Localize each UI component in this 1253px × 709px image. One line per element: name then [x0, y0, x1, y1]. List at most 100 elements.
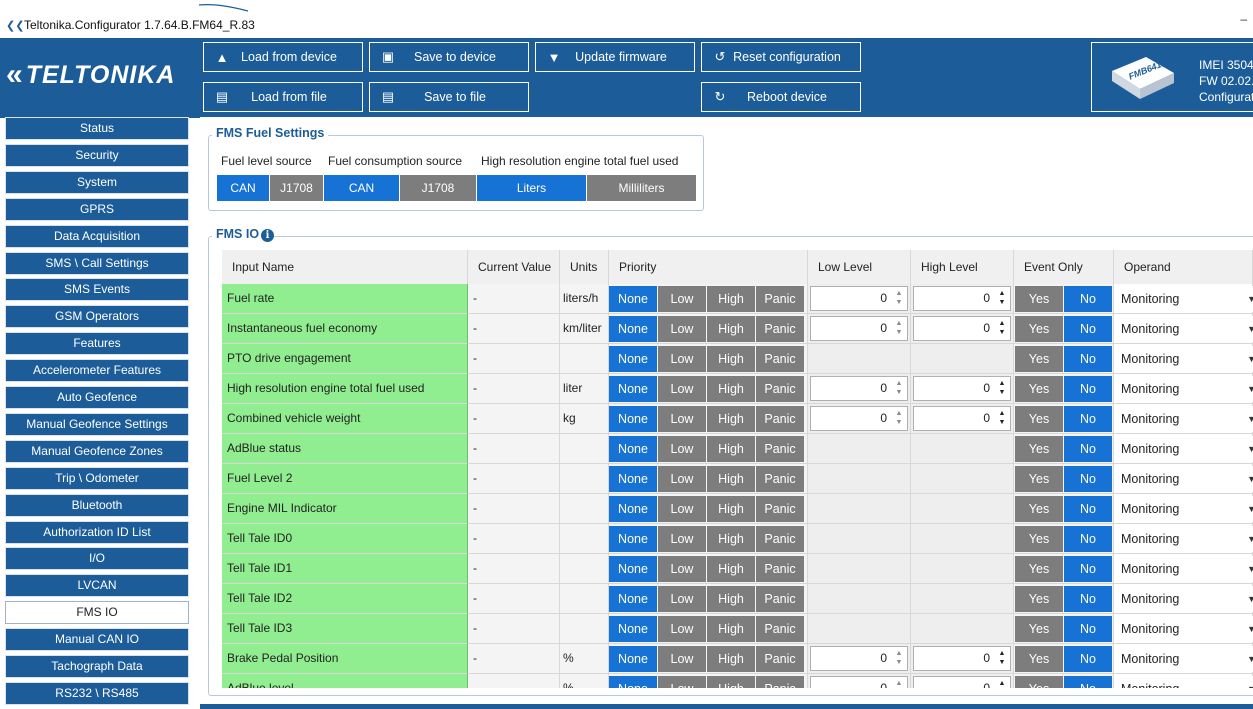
priority-none-button[interactable]: None — [609, 376, 657, 402]
operand-select[interactable]: Monitoring ▼ — [1116, 346, 1253, 372]
sidebar-item-auto-geofence[interactable]: Auto Geofence — [5, 386, 189, 409]
priority-panic-button[interactable]: Panic — [756, 286, 804, 312]
priority-low-button[interactable]: Low — [658, 376, 706, 402]
chevron-down-icon[interactable]: ▼ — [1247, 324, 1253, 334]
priority-high-button[interactable]: High — [707, 316, 755, 342]
high-level-input[interactable]: 0 ▲▼ — [913, 286, 1011, 311]
priority-none-button[interactable]: None — [609, 316, 657, 342]
sidebar-item-fms-io[interactable]: FMS IO — [5, 601, 189, 625]
sidebar-item-manual-geofence-settings[interactable]: Manual Geofence Settings — [5, 412, 189, 436]
priority-none-button[interactable]: None — [609, 586, 657, 612]
event-no-button[interactable]: No — [1064, 676, 1112, 688]
priority-low-button[interactable]: Low — [658, 286, 706, 312]
column-header-operand[interactable]: Operand — [1114, 250, 1253, 284]
event-yes-button[interactable]: Yes — [1015, 616, 1063, 642]
reset-configuration-button[interactable]: ↺ Reset configuration — [701, 42, 861, 72]
sidebar-item-i-o[interactable]: I/O — [5, 547, 189, 571]
chevron-down-icon[interactable]: ▼ — [1247, 474, 1253, 484]
chevron-down-icon[interactable]: ▼ — [1247, 504, 1253, 514]
priority-high-button[interactable]: High — [707, 376, 755, 402]
sidebar-item-system[interactable]: System — [5, 170, 189, 194]
priority-panic-button[interactable]: Panic — [756, 436, 804, 462]
event-yes-button[interactable]: Yes — [1015, 646, 1063, 672]
priority-low-button[interactable]: Low — [658, 556, 706, 582]
sidebar-item-manual-geofence-zones[interactable]: Manual Geofence Zones — [5, 439, 189, 463]
priority-high-button[interactable]: High — [707, 436, 755, 462]
sidebar-item-tachograph-data[interactable]: Tachograph Data — [5, 655, 189, 678]
event-yes-button[interactable]: Yes — [1015, 376, 1063, 402]
event-no-button[interactable]: No — [1064, 466, 1112, 492]
priority-panic-button[interactable]: Panic — [756, 376, 804, 402]
load-from-file-button[interactable]: ▤ Load from file — [203, 82, 363, 112]
load-from-device-button[interactable]: ▲ Load from device — [203, 42, 363, 72]
priority-low-button[interactable]: Low — [658, 646, 706, 672]
operand-select[interactable]: Monitoring ▼ — [1116, 316, 1253, 342]
priority-high-button[interactable]: High — [707, 586, 755, 612]
event-yes-button[interactable]: Yes — [1015, 526, 1063, 552]
sidebar-item-manual-can-io[interactable]: Manual CAN IO — [5, 628, 189, 652]
low-level-input[interactable]: 0 ▲▼ — [810, 316, 908, 341]
sidebar-item-features[interactable]: Features — [5, 332, 189, 356]
low-level-input[interactable]: 0 ▲▼ — [810, 676, 908, 688]
minimize-button[interactable]: – — [1240, 12, 1247, 26]
priority-panic-button[interactable]: Panic — [756, 586, 804, 612]
event-yes-button[interactable]: Yes — [1015, 466, 1063, 492]
high-level-input[interactable]: 0 ▲▼ — [913, 676, 1011, 688]
priority-none-button[interactable]: None — [609, 286, 657, 312]
event-yes-button[interactable]: Yes — [1015, 496, 1063, 522]
sidebar-item-data-acquisition[interactable]: Data Acquisition — [5, 224, 189, 248]
chevron-down-icon[interactable]: ▼ — [1247, 414, 1253, 424]
event-yes-button[interactable]: Yes — [1015, 316, 1063, 342]
priority-panic-button[interactable]: Panic — [756, 316, 804, 342]
low-level-input[interactable]: 0 ▲▼ — [810, 286, 908, 311]
chevron-down-icon[interactable]: ▼ — [1247, 564, 1253, 574]
spinner-arrows-icon[interactable]: ▲▼ — [998, 320, 1006, 336]
sidebar-item-status[interactable]: Status — [5, 117, 189, 140]
priority-none-button[interactable]: None — [609, 346, 657, 372]
priority-high-button[interactable]: High — [707, 556, 755, 582]
chevron-down-icon[interactable]: ▼ — [1247, 654, 1253, 664]
operand-select[interactable]: Monitoring ▼ — [1116, 436, 1253, 462]
fuel-consumption-j1708-toggle[interactable]: J1708 — [400, 175, 476, 201]
priority-none-button[interactable]: None — [609, 436, 657, 462]
sidebar-item-security[interactable]: Security — [5, 143, 189, 167]
operand-select[interactable]: Monitoring ▼ — [1116, 466, 1253, 492]
operand-select[interactable]: Monitoring ▼ — [1116, 286, 1253, 312]
event-yes-button[interactable]: Yes — [1015, 346, 1063, 372]
sidebar-item-bluetooth[interactable]: Bluetooth — [5, 493, 189, 517]
sidebar-item-lvcan[interactable]: LVCAN — [5, 574, 189, 598]
sidebar-item-sms-events[interactable]: SMS Events — [5, 278, 189, 302]
priority-none-button[interactable]: None — [609, 466, 657, 492]
priority-high-button[interactable]: High — [707, 526, 755, 552]
chevron-down-icon[interactable]: ▼ — [1247, 594, 1253, 604]
priority-high-button[interactable]: High — [707, 346, 755, 372]
fuel-consumption-can-toggle[interactable]: CAN — [324, 175, 399, 201]
spinner-arrows-icon[interactable]: ▲▼ — [998, 380, 1006, 396]
column-header-input-name[interactable]: Input Name — [222, 250, 468, 284]
priority-none-button[interactable]: None — [609, 646, 657, 672]
priority-panic-button[interactable]: Panic — [756, 646, 804, 672]
priority-none-button[interactable]: None — [609, 406, 657, 432]
priority-low-button[interactable]: Low — [658, 676, 706, 688]
priority-high-button[interactable]: High — [707, 676, 755, 688]
priority-low-button[interactable]: Low — [658, 346, 706, 372]
column-header-priority[interactable]: Priority — [609, 250, 808, 284]
priority-panic-button[interactable]: Panic — [756, 526, 804, 552]
event-yes-button[interactable]: Yes — [1015, 286, 1063, 312]
chevron-down-icon[interactable]: ▼ — [1247, 624, 1253, 634]
spinner-arrows-icon[interactable]: ▲▼ — [998, 410, 1006, 426]
priority-panic-button[interactable]: Panic — [756, 346, 804, 372]
priority-low-button[interactable]: Low — [658, 496, 706, 522]
event-no-button[interactable]: No — [1064, 646, 1112, 672]
column-header-current-value[interactable]: Current Value — [468, 250, 560, 284]
spinner-arrows-icon[interactable]: ▲▼ — [895, 410, 903, 426]
low-level-input[interactable]: 0 ▲▼ — [810, 406, 908, 431]
fuel-level-can-toggle[interactable]: CAN — [217, 175, 269, 201]
event-no-button[interactable]: No — [1064, 496, 1112, 522]
chevron-down-icon[interactable]: ▼ — [1247, 444, 1253, 454]
sidebar-item-accelerometer-features[interactable]: Accelerometer Features — [5, 359, 189, 383]
priority-none-button[interactable]: None — [609, 496, 657, 522]
priority-low-button[interactable]: Low — [658, 466, 706, 492]
operand-select[interactable]: Monitoring ▼ — [1116, 646, 1253, 672]
event-no-button[interactable]: No — [1064, 436, 1112, 462]
